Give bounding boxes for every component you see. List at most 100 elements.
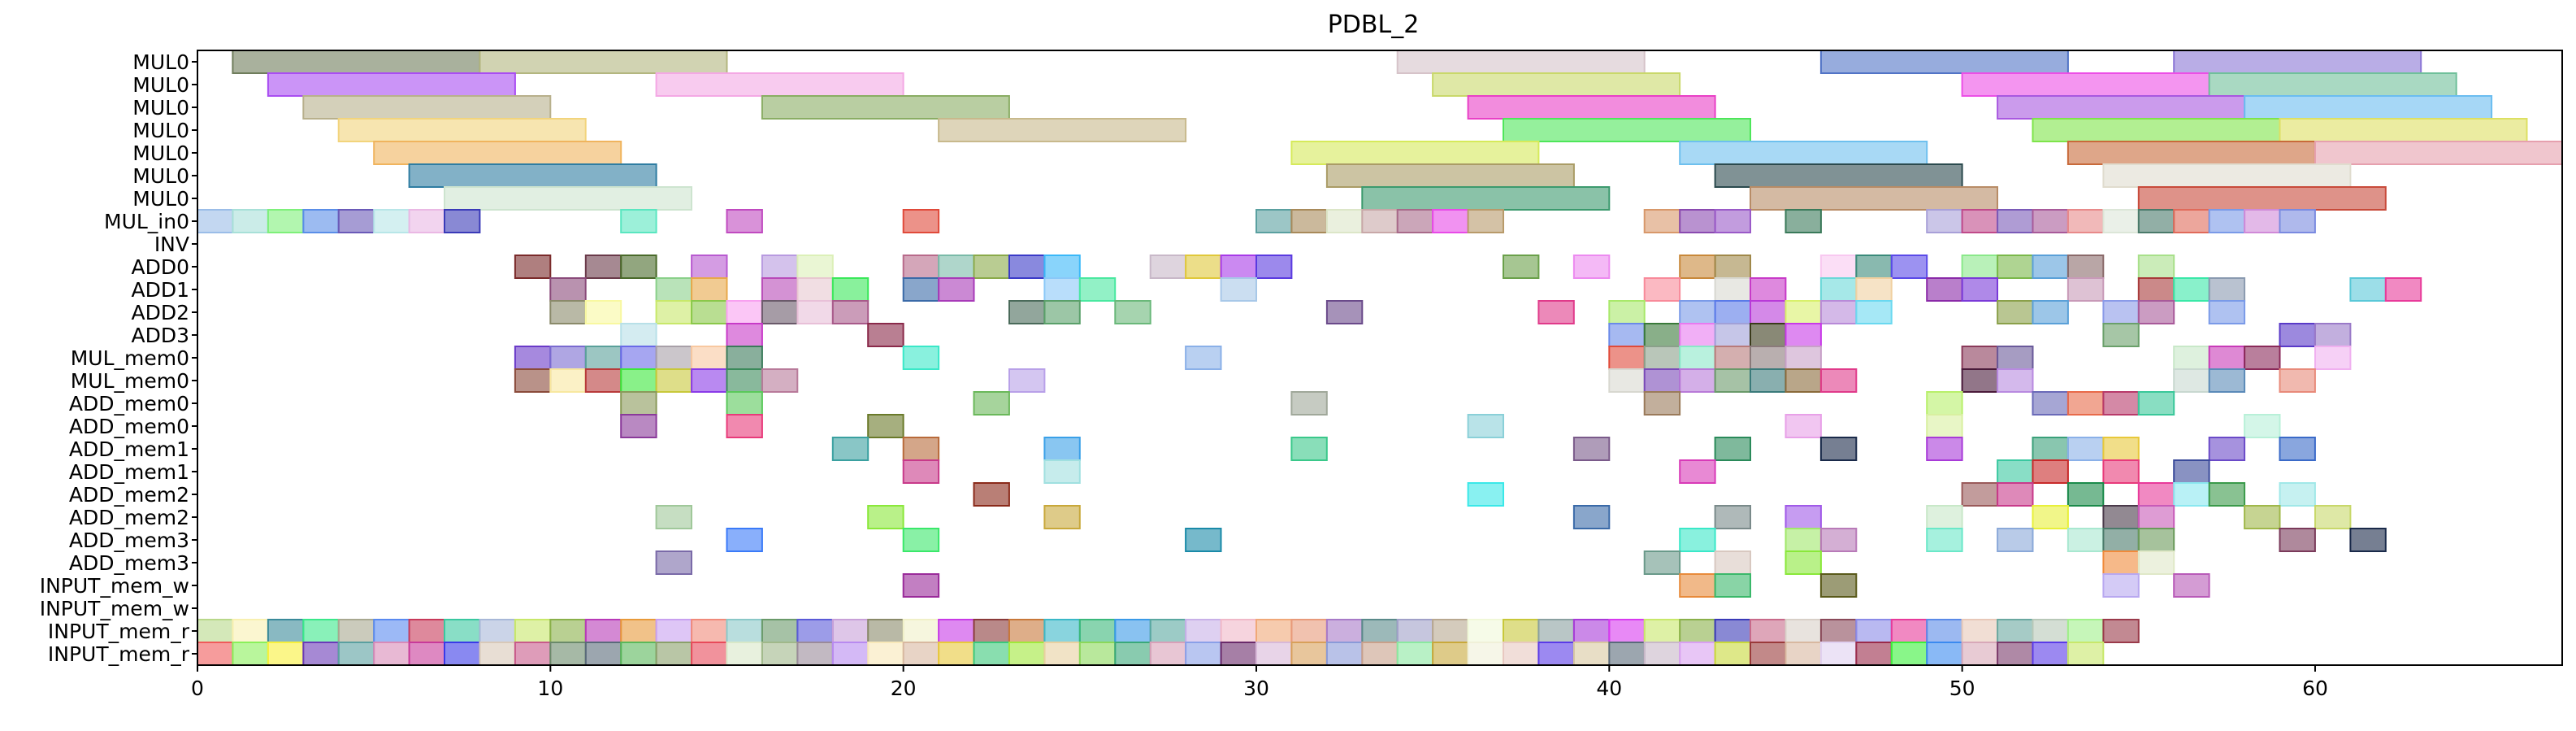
task-bar [2032, 391, 2069, 416]
task-bar [1572, 255, 1611, 279]
y-tick-label: INPUT_mem_r [48, 642, 190, 666]
task-bar [2032, 255, 2069, 279]
task-bar [902, 209, 940, 233]
task-bar [1890, 255, 1928, 279]
task-bar [1608, 619, 1646, 643]
task-bar [2032, 300, 2069, 324]
task-bar [1750, 186, 1998, 211]
task-bar [1997, 368, 2034, 393]
task-bar [1750, 277, 1787, 302]
task-bar [1643, 368, 1681, 393]
task-bar [373, 619, 410, 643]
task-bar [1750, 642, 1787, 666]
task-bar [761, 300, 799, 324]
task-bar [655, 550, 692, 575]
task-bar [1714, 437, 1752, 461]
task-bar [1961, 642, 1999, 666]
task-bar [620, 391, 657, 416]
task-bars [197, 50, 2563, 666]
task-bar [831, 642, 870, 666]
task-bar [938, 642, 975, 666]
task-bar [1997, 255, 2034, 279]
task-bar [655, 619, 692, 643]
task-bar [2279, 528, 2316, 552]
task-bar [1643, 346, 1681, 370]
task-bar [2102, 163, 2352, 188]
task-bar [2066, 209, 2105, 233]
task-bar [444, 209, 481, 233]
task-bar [655, 642, 692, 666]
x-tick-label: 0 [191, 677, 204, 700]
y-tick-label: ADD_mem3 [69, 551, 189, 575]
task-bar [1997, 528, 2034, 552]
task-bar [1114, 642, 1151, 666]
task-bar [902, 346, 940, 370]
task-bar [902, 573, 940, 598]
task-bar [726, 414, 763, 438]
y-tick-label: ADD_mem1 [69, 460, 189, 484]
task-bar [1855, 277, 1893, 302]
task-bar [1926, 505, 1963, 529]
task-bar [1714, 163, 1963, 188]
task-bar [267, 72, 516, 97]
chart-title: PDBL_2 [1328, 11, 1420, 39]
task-bar [867, 505, 904, 529]
task-bar [232, 619, 269, 643]
task-bar [1679, 642, 1716, 666]
task-bar [2279, 209, 2316, 233]
task-bar [584, 619, 622, 643]
task-bar [337, 118, 587, 142]
task-bar [655, 346, 692, 370]
task-bar [1750, 346, 1787, 370]
task-bar [1467, 482, 1504, 507]
task-bar [2066, 642, 2105, 666]
task-bar [1078, 277, 1117, 302]
task-bar [1572, 619, 1611, 643]
task-bar [337, 642, 375, 666]
task-bar [1043, 300, 1081, 324]
task-bar [1679, 368, 1716, 393]
task-bar [1043, 255, 1081, 279]
task-bar [1679, 573, 1716, 598]
task-bar [197, 642, 234, 666]
task-bar [2208, 346, 2246, 370]
task-bar [867, 323, 904, 347]
task-bar [726, 642, 763, 666]
task-bar [2032, 437, 2069, 461]
task-bar [1714, 300, 1752, 324]
task-bar [1961, 255, 1999, 279]
task-bar [2173, 573, 2210, 598]
task-bar [2244, 346, 2281, 370]
task-bar [1643, 619, 1681, 643]
task-bar [2173, 277, 2210, 302]
task-bar [2137, 391, 2175, 416]
task-bar [232, 209, 269, 233]
task-bar [2349, 528, 2387, 552]
task-bar [1855, 300, 1893, 324]
task-bar [1185, 255, 1222, 279]
task-bar [1679, 209, 1716, 233]
task-bar [1714, 346, 1752, 370]
task-bar [726, 300, 763, 324]
task-bar [973, 391, 1010, 416]
task-bar [2137, 528, 2175, 552]
task-bar [902, 277, 940, 302]
task-bar [1679, 323, 1716, 347]
x-tick-label: 50 [1949, 677, 1975, 700]
task-bar [584, 642, 622, 666]
task-bar [867, 619, 904, 643]
task-bar [267, 642, 305, 666]
task-bar [796, 255, 834, 279]
x-tick-label: 60 [2302, 677, 2328, 700]
task-bar [2173, 346, 2210, 370]
task-bar [1819, 255, 1858, 279]
task-bar [2314, 346, 2352, 370]
task-bar [1643, 277, 1681, 302]
task-bar [2102, 573, 2140, 598]
y-tick-label: ADD2 [131, 301, 189, 324]
task-bar [1714, 642, 1752, 666]
task-bar [655, 277, 692, 302]
task-bar [1432, 209, 1469, 233]
task-bar [1325, 163, 1575, 188]
